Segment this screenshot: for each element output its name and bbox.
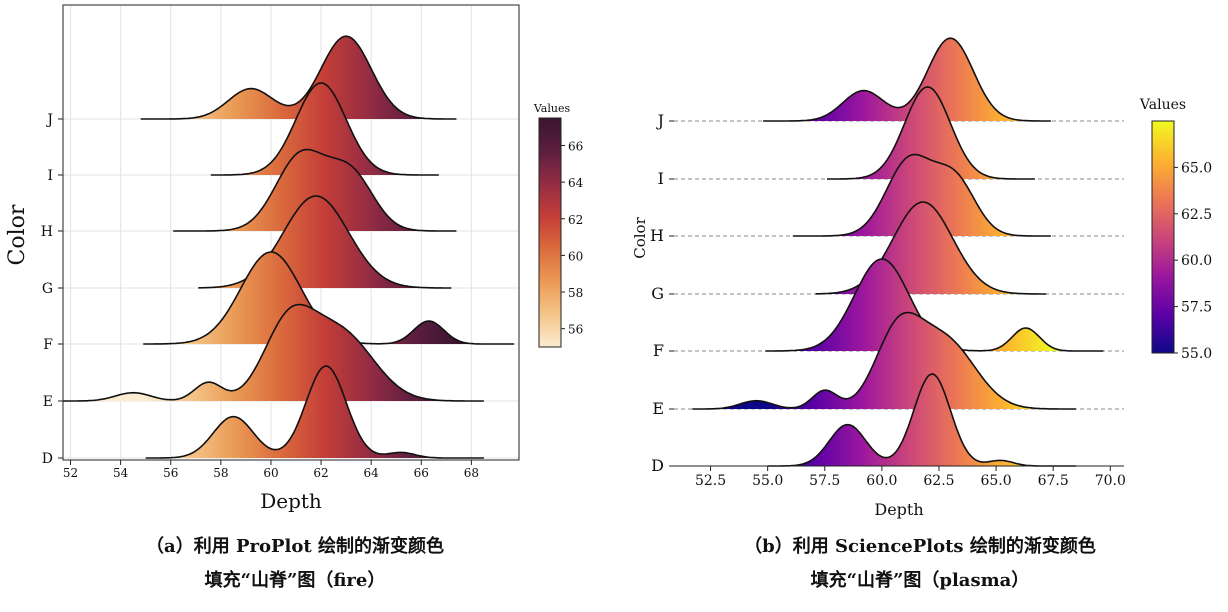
ridge-line-H bbox=[173, 148, 457, 232]
y-tick-label-H: H bbox=[41, 224, 53, 240]
ridge-fill-E bbox=[63, 304, 484, 401]
colorbar-tick-label: 62.5 bbox=[1181, 207, 1212, 223]
ridge-line-G bbox=[815, 201, 1047, 295]
x-tick-label: 60 bbox=[263, 466, 278, 480]
y-axis-label: Color bbox=[5, 204, 30, 265]
y-tick-label-F: F bbox=[43, 337, 53, 353]
ridge-line-D bbox=[145, 365, 484, 459]
x-tick-label: 56 bbox=[163, 466, 178, 480]
colorbar-tick-label: 66 bbox=[568, 139, 583, 153]
ridge-fill-H bbox=[792, 154, 1051, 236]
ridge-line-H bbox=[792, 153, 1051, 237]
ridge-fill-J bbox=[763, 38, 1051, 122]
ridge-fill-G bbox=[198, 196, 452, 288]
colorbar-tick-label: 55.0 bbox=[1181, 346, 1212, 362]
y-tick-label-I: I bbox=[47, 168, 53, 184]
x-tick-label: 62.5 bbox=[923, 473, 954, 489]
ridge-line-I bbox=[827, 86, 1035, 180]
y-tick-label-D: D bbox=[42, 451, 53, 467]
y-tick-label-H: H bbox=[650, 226, 664, 245]
y-axis-label: Color bbox=[631, 216, 649, 258]
x-tick-label: 64 bbox=[364, 466, 380, 480]
colorbar-tick-label: 62 bbox=[568, 213, 583, 227]
y-tick-label-F: F bbox=[653, 341, 664, 360]
colorbar-tick-label: 60.0 bbox=[1181, 253, 1212, 269]
x-tick-label: 55.0 bbox=[752, 473, 783, 489]
ridge-fill-D bbox=[767, 374, 1076, 466]
colorbar-tick-label: 57.5 bbox=[1181, 300, 1212, 316]
ridge-line-G bbox=[198, 195, 452, 289]
ridge-line-J bbox=[763, 37, 1051, 122]
x-tick-label: 70.0 bbox=[1095, 473, 1126, 489]
y-tick-label-E: E bbox=[43, 394, 53, 410]
x-tick-label: 52.5 bbox=[695, 473, 726, 489]
x-tick-label: 68 bbox=[464, 466, 479, 480]
plot-frame bbox=[62, 4, 520, 461]
x-tick-label: 52 bbox=[63, 466, 78, 480]
x-tick-label: 57.5 bbox=[809, 473, 840, 489]
x-tick-label: 62 bbox=[313, 466, 328, 480]
x-tick-label: 58 bbox=[213, 466, 228, 480]
x-tick-label: 65.0 bbox=[980, 473, 1011, 489]
caption-a-line1: （a）利用 ProPlot 绘制的渐变颜色 bbox=[146, 536, 444, 557]
caption-b-line1: （b）利用 SciencePlots 绘制的渐变颜色 bbox=[744, 536, 1096, 557]
colorbar-tick-label: 56 bbox=[568, 323, 583, 337]
x-tick-label: 67.5 bbox=[1038, 473, 1069, 489]
y-tick-label-J: J bbox=[656, 111, 664, 130]
colorbar-title: Values bbox=[533, 102, 571, 115]
caption-b-line2: 填充“山脊”图（plasma） bbox=[810, 570, 1030, 591]
ridge-fill-D bbox=[145, 366, 484, 458]
colorbar-tick-label: 65.0 bbox=[1181, 160, 1212, 176]
ridge-fill-F bbox=[765, 259, 1104, 351]
colorbar-tick-label: 64 bbox=[568, 176, 584, 190]
colorbar-title: Values bbox=[1139, 97, 1186, 113]
ridge-fill-H bbox=[173, 149, 457, 231]
x-tick-label: 54 bbox=[113, 466, 129, 480]
x-tick-label: 60.0 bbox=[866, 473, 897, 489]
ridge-fill-G bbox=[815, 202, 1047, 294]
y-tick-label-I: I bbox=[658, 169, 664, 188]
y-tick-label-G: G bbox=[651, 284, 664, 303]
y-tick-label-E: E bbox=[652, 399, 664, 418]
ridge-line-J bbox=[140, 35, 457, 120]
ridge-line-E bbox=[692, 311, 1076, 410]
ridge-line-D bbox=[767, 373, 1076, 467]
ridge-line-I bbox=[210, 82, 439, 176]
y-tick-label-G: G bbox=[42, 281, 53, 297]
ridge-fill-F bbox=[143, 252, 514, 344]
ridge-fill-I bbox=[210, 83, 439, 175]
colorbar bbox=[1151, 120, 1175, 354]
colorbar bbox=[538, 117, 562, 348]
x-axis-label: Depth bbox=[260, 489, 322, 513]
ridge-fill-J bbox=[140, 36, 457, 120]
ridge-fill-E bbox=[692, 312, 1076, 409]
y-tick-label-D: D bbox=[651, 456, 664, 475]
y-tick-label-J: J bbox=[45, 112, 53, 128]
ridge-fill-I bbox=[827, 87, 1035, 179]
caption-b: （b）利用 SciencePlots 绘制的渐变颜色 填充“山脊”图（plasm… bbox=[660, 530, 1180, 598]
colorbar-tick-label: 60 bbox=[568, 249, 583, 263]
caption-a: （a）利用 ProPlot 绘制的渐变颜色 填充“山脊”图（fire） bbox=[35, 530, 555, 598]
ridge-line-E bbox=[63, 303, 484, 402]
x-axis-label: Depth bbox=[874, 500, 923, 519]
colorbar-tick-label: 58 bbox=[568, 286, 583, 300]
caption-a-line2: 填充“山脊”图（fire） bbox=[204, 570, 386, 591]
x-tick-label: 66 bbox=[414, 466, 429, 480]
